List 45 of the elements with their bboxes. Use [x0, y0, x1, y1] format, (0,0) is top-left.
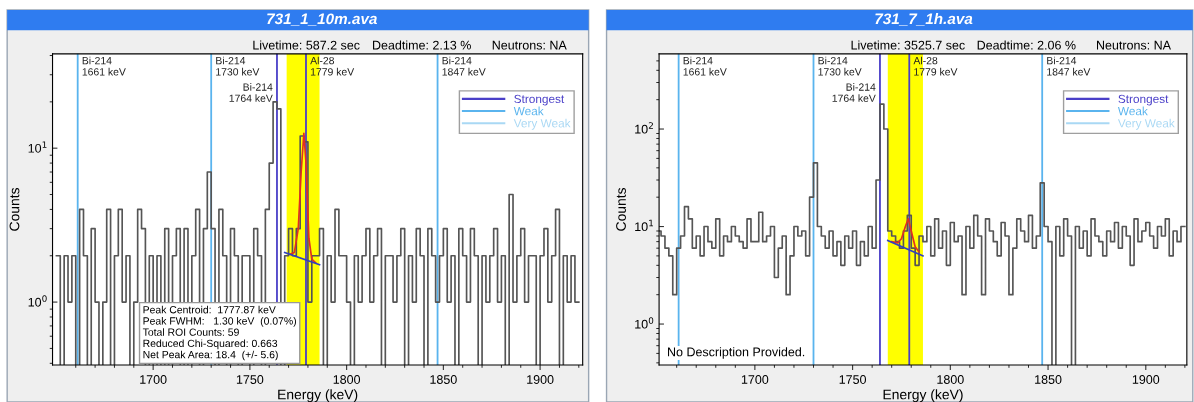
annotation: No Description Provided.	[668, 347, 805, 359]
x-axis-title: Energy (keV)	[883, 389, 963, 402]
text: Livetime: 3525.7 sec	[851, 40, 965, 50]
line-series	[289, 132, 317, 264]
ref-line-label: Bi-214 1764 keV	[229, 83, 273, 102]
ref-line-label: Bi-214 1847 keV	[1047, 56, 1091, 76]
x-tick-label: 1850	[1035, 375, 1062, 384]
x-tick-label: 1800	[937, 375, 964, 384]
x-tick-label: 1750	[839, 375, 867, 384]
y-tick-label: 10$^{1}$	[635, 219, 654, 232]
x-tick-label: 1700	[741, 375, 769, 384]
x-tick-label: 1800	[333, 375, 361, 384]
text: Neutrons: NA	[1097, 40, 1171, 50]
y-tick-label: 10$^{0}$	[28, 295, 47, 307]
legend-label: Strongest	[514, 94, 565, 106]
annotation: Peak Centroid: 1777.87 keV Peak FWHM: 1.30 keV (0.07%) Total ROI Counts: 59 Reduced Chi-Squared: 0.663 Net Peak Area: 18.4 (+/- 5.6)	[142, 305, 296, 361]
text: Deadtime: 2.06 %	[977, 40, 1076, 50]
legend-label: Very Weak	[1117, 118, 1175, 130]
ref-line-label: Bi-214 1730 keV	[216, 56, 260, 76]
legend-label: Strongest	[1118, 94, 1169, 106]
legend-label: Weak	[513, 106, 544, 116]
text: Livetime: 587.2 sec	[253, 40, 360, 50]
chart-title: 731_1_10m.ava	[267, 13, 377, 26]
x-tick-label: 1750	[236, 375, 264, 384]
ref-line-label: Bi-214 1847 keV	[442, 56, 486, 76]
chart-title: 731_7_1h.ava	[875, 12, 973, 26]
legend-label: Very Weak	[513, 118, 571, 130]
y-axis-title: Counts	[616, 187, 626, 231]
ref-line-label: Bi-214 1661 keV	[82, 56, 126, 76]
y-axis-title: Counts	[9, 187, 20, 231]
x-axis-title: Energy (keV)	[278, 389, 358, 402]
y-tick-label: 10$^{0}$	[635, 317, 654, 329]
ref-line-label: Bi-214 1661 keV	[683, 56, 727, 76]
ref-line-label: Bi-214 1730 keV	[818, 56, 862, 76]
ref-line-label: Bi-214 1764 keV	[832, 83, 876, 102]
y-tick-label: 10$^{1}$	[28, 141, 47, 153]
x-tick-label: 1900	[527, 375, 554, 384]
text: Deadtime: 2.13 %	[373, 40, 471, 50]
text: Neutrons: NA	[492, 40, 567, 50]
y-tick-label: 10$^{2}$	[635, 122, 653, 134]
x-tick-label: 1700	[140, 375, 167, 384]
x-tick-label: 1850	[430, 375, 457, 384]
legend-label: Weak	[1117, 106, 1148, 116]
x-tick-label: 1900	[1132, 375, 1160, 384]
line-series	[890, 217, 920, 253]
